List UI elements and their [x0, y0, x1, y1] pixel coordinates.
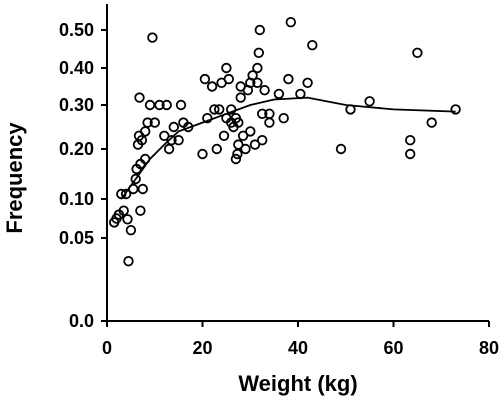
data-point: [259, 84, 270, 96]
data-point: [273, 88, 285, 100]
data-point: [345, 104, 356, 115]
data-point: [405, 148, 416, 160]
data-point: [116, 188, 127, 200]
data-point: [134, 92, 145, 103]
y-tick-label: 0.40: [59, 58, 94, 78]
data-point: [283, 73, 294, 85]
data-point: [128, 183, 139, 195]
data-point: [142, 117, 153, 128]
data-point: [335, 143, 347, 155]
data-point: [240, 143, 251, 155]
data-point: [149, 117, 161, 128]
data-point: [197, 148, 208, 160]
x-tick-label: 60: [383, 338, 403, 358]
y-axis-ticks: 0.0 0.05 0.10 0.20 0.30 0.40 0.50: [59, 20, 107, 331]
data-point: [223, 73, 235, 85]
data-point: [206, 81, 218, 92]
data-point: [139, 153, 151, 165]
data-point: [147, 32, 158, 43]
x-tick-label: 0: [102, 338, 112, 358]
data-point: [125, 224, 137, 236]
trend-line: [120, 96, 456, 200]
data-point: [225, 104, 237, 115]
y-axis-title: Frequency: [2, 122, 27, 234]
data-point: [302, 77, 313, 89]
data-point: [235, 92, 246, 103]
data-point: [173, 134, 184, 146]
data-point: [154, 99, 165, 111]
data-point: [182, 121, 194, 133]
data-point: [237, 130, 249, 142]
data-point: [307, 40, 318, 51]
data-point: [253, 47, 264, 59]
data-point: [168, 121, 180, 133]
plot-area: [108, 17, 461, 267]
data-point: [405, 134, 416, 146]
x-tick-label: 20: [192, 338, 212, 358]
data-point: [161, 99, 172, 111]
data-point: [230, 153, 242, 165]
x-axis-title: Weight (kg): [238, 371, 357, 396]
y-tick-label: 0.05: [59, 228, 94, 248]
data-point: [252, 77, 263, 89]
data-point: [175, 99, 187, 111]
y-tick-label: 0.20: [59, 139, 94, 159]
data-point: [199, 73, 211, 85]
data-point: [364, 96, 375, 107]
data-point: [278, 112, 289, 124]
data-point: [252, 62, 263, 74]
data-point: [144, 99, 156, 111]
data-point: [136, 134, 148, 146]
data-point: [245, 126, 256, 137]
y-tick-label: 0.50: [59, 20, 94, 40]
data-point: [412, 47, 423, 59]
data-point: [233, 139, 244, 150]
data-point: [166, 134, 177, 146]
data-point: [221, 62, 232, 74]
data-point: [120, 188, 132, 200]
data-point: [450, 104, 461, 115]
data-point: [139, 126, 151, 137]
data-point: [426, 117, 437, 128]
data-point: [122, 214, 133, 225]
data-point: [123, 256, 134, 267]
y-tick-label: 0.30: [59, 95, 94, 115]
data-point: [213, 104, 225, 115]
y-tick-label: 0.10: [59, 189, 94, 209]
data-point: [135, 205, 146, 216]
data-point: [254, 24, 265, 36]
data-point: [264, 117, 275, 128]
data-point: [232, 148, 243, 160]
x-tick-label: 80: [479, 338, 499, 358]
data-point: [209, 104, 220, 115]
data-point: [295, 88, 306, 100]
data-point: [257, 108, 268, 120]
data-point: [249, 139, 261, 150]
data-point: [159, 130, 170, 142]
data-point: [257, 134, 268, 146]
data-point: [218, 130, 230, 142]
y-tick-label: 0.0: [69, 311, 94, 331]
data-point: [247, 70, 258, 81]
x-tick-label: 40: [288, 338, 308, 358]
data-point: [137, 183, 149, 195]
data-point: [130, 173, 141, 185]
data-point: [211, 143, 223, 155]
data-point: [118, 205, 129, 216]
x-axis-ticks: 0 20 40 60 80: [102, 321, 499, 358]
data-point: [233, 117, 244, 128]
data-point: [163, 143, 175, 155]
data-point: [202, 112, 213, 124]
data-point: [285, 17, 297, 28]
